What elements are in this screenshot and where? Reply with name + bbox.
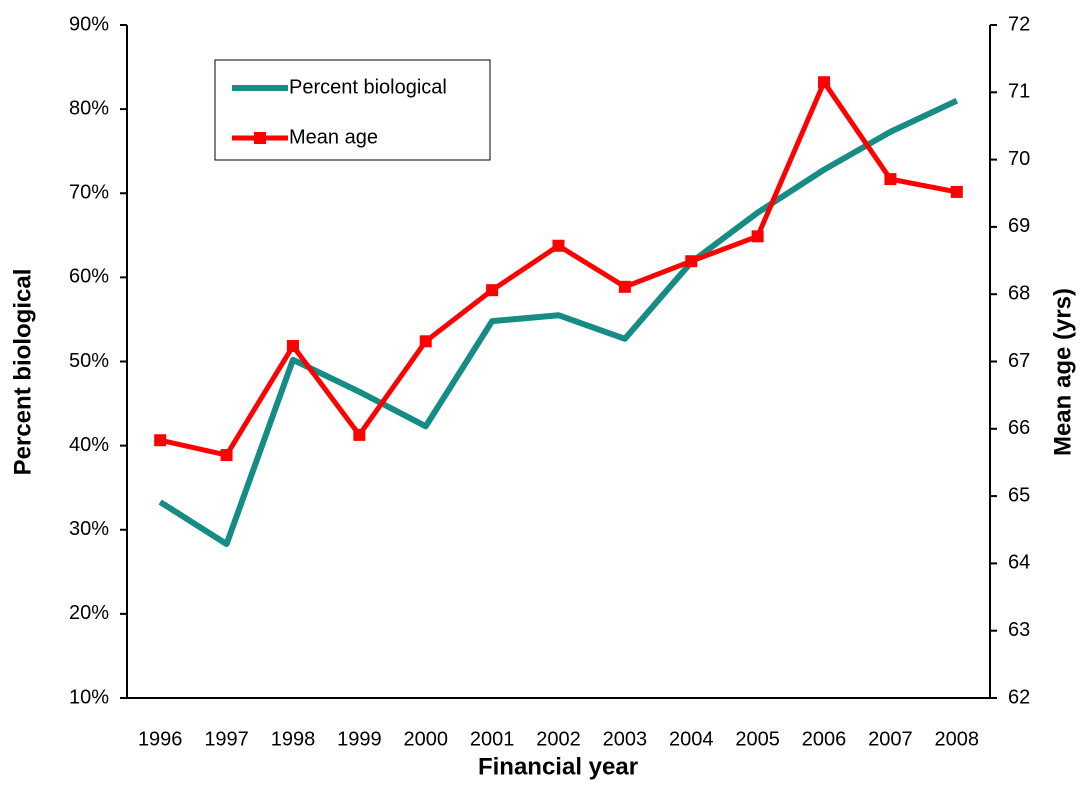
x-tick-label: 1997 (204, 728, 249, 750)
series-marker (818, 76, 831, 89)
x-tick-label: 2005 (735, 728, 780, 750)
y-tick-label: 40% (69, 434, 109, 456)
y2-tick-label: 66 (1008, 417, 1030, 439)
series-marker (685, 255, 698, 268)
y-tick-label: 30% (69, 518, 109, 540)
series-marker (884, 173, 897, 186)
y-tick-label: 70% (69, 182, 109, 204)
y2-tick-label: 70 (1008, 148, 1030, 170)
x-tick-label: 2003 (603, 728, 648, 750)
y2-tick-label: 67 (1008, 350, 1030, 372)
series-marker (286, 340, 299, 353)
x-tick-label: 1996 (138, 728, 183, 750)
y-axis-title: Percent biological (9, 269, 36, 476)
x-tick-label: 2006 (802, 728, 847, 750)
x-tick-label: 1998 (271, 728, 316, 750)
y-tick-label: 90% (69, 13, 109, 35)
y2-tick-label: 71 (1008, 81, 1030, 103)
y2-tick-label: 62 (1008, 686, 1030, 708)
y2-tick-label: 72 (1008, 13, 1030, 35)
legend-marker (254, 132, 266, 144)
series-marker (486, 284, 499, 297)
series-marker (950, 185, 963, 198)
x-tick-label: 2007 (868, 728, 913, 750)
series-marker (353, 428, 366, 441)
x-tick-label: 2000 (403, 728, 448, 750)
legend-label: Mean age (289, 126, 378, 148)
y-tick-label: 10% (69, 686, 109, 708)
y2-tick-label: 63 (1008, 619, 1030, 641)
series-marker (552, 239, 565, 252)
series-marker (220, 449, 233, 462)
y2-tick-label: 69 (1008, 215, 1030, 237)
series-marker (751, 230, 764, 243)
x-axis-title: Financial year (478, 753, 638, 780)
y2-tick-label: 64 (1008, 552, 1030, 574)
y-tick-label: 20% (69, 602, 109, 624)
x-tick-label: 2008 (935, 728, 980, 750)
legend-label: Percent biological (289, 76, 447, 98)
y-tick-label: 80% (69, 97, 109, 119)
x-tick-label: 2004 (669, 728, 714, 750)
y-tick-label: 50% (69, 350, 109, 372)
series-line (158, 97, 959, 548)
x-tick-label: 2002 (536, 728, 581, 750)
x-tick-label: 2001 (470, 728, 515, 750)
series-marker (618, 280, 631, 293)
y-tick-label: 60% (69, 266, 109, 288)
x-tick-label: 1999 (337, 728, 382, 750)
y2-axis-title: Mean age (yrs) (1049, 288, 1076, 456)
series-marker (419, 335, 432, 348)
series-marker (154, 434, 167, 447)
y2-tick-label: 65 (1008, 484, 1030, 506)
y2-tick-label: 68 (1008, 282, 1030, 304)
